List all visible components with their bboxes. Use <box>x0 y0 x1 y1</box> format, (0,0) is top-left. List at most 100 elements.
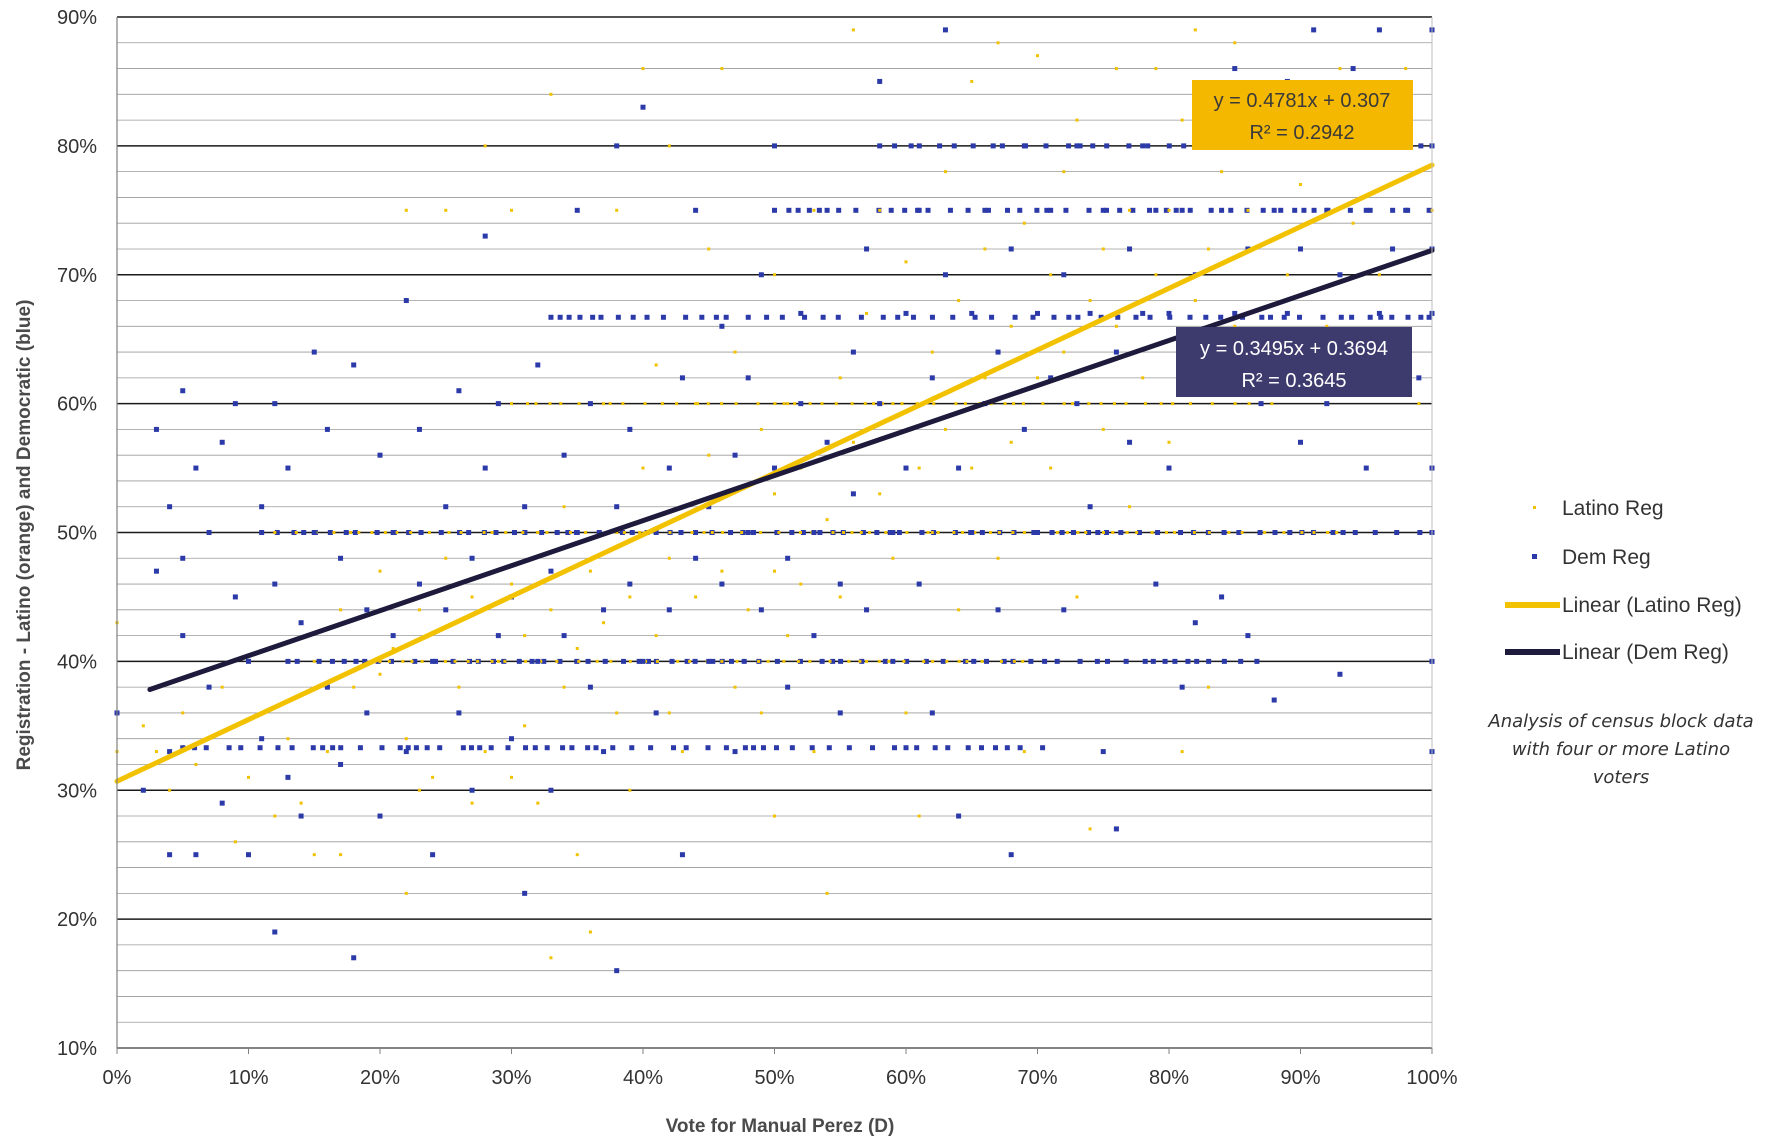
dem-point <box>648 745 654 751</box>
dem-point <box>1140 310 1146 316</box>
latino-point <box>793 402 797 406</box>
dem-point <box>1219 207 1225 213</box>
latino-point <box>706 402 710 406</box>
dem-point <box>311 530 317 535</box>
dem-point <box>678 530 684 535</box>
dem-point <box>405 745 411 751</box>
latino-point <box>786 402 790 406</box>
dem-point <box>1049 530 1055 535</box>
dem-point <box>947 207 953 213</box>
latino-point <box>735 659 739 663</box>
dem-point <box>932 745 938 751</box>
dem-point <box>1236 530 1242 535</box>
latino-point <box>808 402 812 406</box>
dem-point <box>1389 314 1395 320</box>
latino-point <box>863 402 867 406</box>
dem-point <box>1004 745 1010 751</box>
dem-point <box>593 745 599 751</box>
latino-point <box>1102 531 1106 534</box>
latino-point <box>900 402 904 406</box>
dem-point <box>1100 749 1106 755</box>
dem-point <box>232 401 238 407</box>
dem-point <box>640 658 646 664</box>
dem-point <box>1162 658 1168 664</box>
latino-point <box>628 788 632 792</box>
latino-point <box>1154 67 1158 71</box>
latino-point <box>339 608 343 612</box>
dem-point <box>259 530 265 535</box>
dem-point <box>488 745 494 751</box>
latino-point <box>859 531 863 534</box>
dem-point <box>1090 143 1096 149</box>
latino-point <box>233 840 237 844</box>
dem-point <box>301 530 307 535</box>
latino-point <box>378 569 382 573</box>
latino-point <box>1351 221 1355 225</box>
latino-point <box>759 531 763 534</box>
latino-point <box>325 750 329 754</box>
analysis-note: Analysis of census block data with four … <box>1488 711 1754 788</box>
latino-point <box>490 659 494 663</box>
latino-point <box>510 582 513 586</box>
dem-point <box>272 581 278 587</box>
latino-point <box>510 775 513 779</box>
latino-point <box>1084 531 1088 534</box>
latino-point <box>902 659 906 663</box>
latino-point <box>961 531 965 534</box>
dem-point <box>601 607 607 613</box>
dem-point <box>1284 310 1290 316</box>
dem-point <box>153 568 159 574</box>
dem-point <box>1150 658 1156 664</box>
latino-point <box>970 466 974 470</box>
dem-point <box>760 745 766 751</box>
latino-point <box>773 492 776 496</box>
dem-point <box>706 504 712 510</box>
latino-point <box>756 402 760 406</box>
dem-point <box>1118 530 1124 535</box>
dem-point <box>1105 658 1111 664</box>
latino-point <box>867 531 871 534</box>
dem-point <box>357 745 363 751</box>
dem-point <box>1206 658 1212 664</box>
dem-point <box>1100 207 1106 213</box>
y-tick-label: 80% <box>57 136 97 158</box>
latino-point <box>504 531 508 534</box>
dem-point <box>1271 697 1277 703</box>
latino-point <box>628 595 632 599</box>
latino-point <box>638 531 642 534</box>
dem-point <box>1179 684 1185 690</box>
latino-point <box>850 402 854 406</box>
latino-point <box>851 440 855 444</box>
y-tick-label: 10% <box>57 1038 97 1060</box>
latino-point <box>1247 402 1251 406</box>
dem-point <box>693 207 699 213</box>
dem-point <box>1017 745 1023 751</box>
dem-point <box>532 745 538 751</box>
latino-point <box>842 531 846 534</box>
dem-point <box>1372 530 1378 535</box>
latino-point <box>1114 67 1118 71</box>
legend-latino-label: Latino Reg <box>1562 497 1664 520</box>
dem-point <box>1271 207 1277 213</box>
latino-point <box>273 814 277 818</box>
latino-point <box>510 208 513 212</box>
latino-point <box>404 208 408 212</box>
latino-point <box>865 311 869 315</box>
dem-point <box>1166 465 1172 471</box>
dem-point <box>684 658 690 664</box>
dem-point <box>285 658 291 664</box>
y-tick-label: 50% <box>57 523 97 545</box>
y-tick-label: 70% <box>57 265 97 287</box>
latino-point <box>247 775 250 779</box>
dem-point <box>1416 375 1422 381</box>
latino-point <box>1111 531 1115 534</box>
dem-point <box>238 745 244 751</box>
dem-point <box>1115 314 1121 320</box>
dem-point <box>1194 658 1200 664</box>
dem-point <box>1257 530 1263 535</box>
dem-point <box>929 710 935 716</box>
latino-point <box>584 531 588 534</box>
latino-point <box>1270 402 1274 406</box>
dem-point <box>710 658 716 664</box>
dem-point <box>1292 207 1298 213</box>
